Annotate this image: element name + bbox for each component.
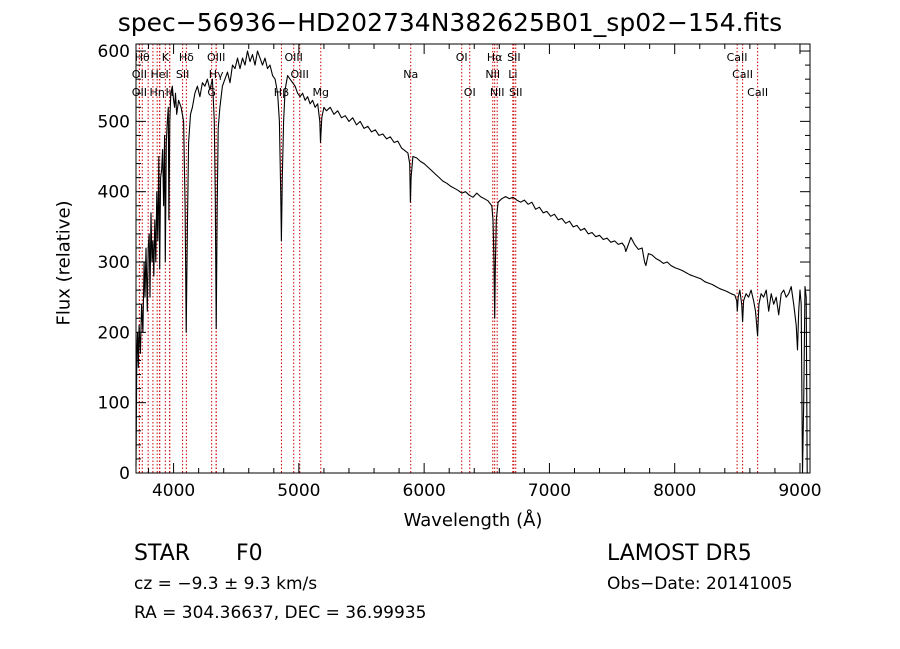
line-label: Hα [487, 51, 503, 64]
y-tick-label: 400 [98, 183, 130, 203]
coordinates: RA = 304.36637, DEC = 36.99935 [134, 603, 427, 623]
redshift-value: cz = −9.3 ± 9.3 km/s [134, 574, 318, 594]
y-tick-label: 100 [98, 394, 130, 414]
line-label: Hβ [274, 86, 289, 99]
axes: 4000 5000 6000 7000 8000 9000 0 100 200 300 400 500… [98, 42, 822, 501]
line-label: OII [132, 86, 147, 99]
line-label: Hη [150, 86, 165, 99]
x-tick-label: 6000 [403, 481, 446, 501]
line-label: OI [456, 51, 468, 64]
object-class: STAR [134, 541, 191, 566]
line-label: K [162, 51, 170, 64]
y-tick-label: 600 [98, 42, 130, 62]
observation-date: Obs−Date: 20141005 [607, 574, 793, 594]
y-tick-label: 500 [98, 112, 130, 132]
y-tick-label: 200 [98, 323, 130, 343]
line-label: OIII [291, 68, 309, 81]
line-label: CaII [747, 86, 768, 99]
spectrum-series [135, 50, 808, 474]
line-label: HeI [151, 68, 169, 81]
line-label: Hθ [135, 51, 150, 64]
line-label: CaII [732, 68, 753, 81]
y-tick-label: 300 [98, 253, 130, 273]
chart-title: spec−56936−HD202734N382625B01_sp02−154.f… [117, 8, 783, 37]
x-axis-label: Wavelength (Å) [403, 510, 543, 531]
line-label: SII [509, 86, 522, 99]
line-label: NII [485, 68, 500, 81]
line-label: G [207, 86, 216, 99]
line-label: SII [507, 51, 520, 64]
x-tick-label: 4000 [152, 481, 195, 501]
line-label: Li [508, 68, 517, 81]
line-label: Na [403, 68, 418, 81]
line-label: NII [490, 86, 505, 99]
line-label: OI [464, 86, 476, 99]
line-label: CaII [727, 51, 748, 64]
object-subclass: F0 [236, 541, 263, 566]
line-label: OIII [207, 51, 225, 64]
spectral-line-labels: Hθ K Hδ OIII OIII OI Hα SII CaII OII HeI SII Hγ OIII N… [132, 51, 768, 99]
line-label: OIII [285, 51, 303, 64]
x-tick-label: 9000 [778, 481, 821, 501]
x-tick-label: 7000 [528, 481, 571, 501]
spectrum-line [135, 50, 808, 474]
survey-name: LAMOST DR5 [607, 541, 752, 566]
x-tick-label: 5000 [277, 481, 320, 501]
line-label: SII [176, 68, 189, 81]
spectral-line-markers [138, 44, 759, 473]
y-axis-label: Flux (relative) [53, 200, 75, 326]
line-label: H [166, 86, 174, 99]
x-tick-label: 8000 [653, 481, 696, 501]
y-tick-label: 0 [119, 464, 130, 484]
line-label: OII [132, 68, 147, 81]
plot-frame [135, 43, 811, 474]
line-label: Hδ [179, 51, 194, 64]
line-label: Mg [313, 86, 329, 99]
line-label: Hγ [209, 68, 224, 81]
